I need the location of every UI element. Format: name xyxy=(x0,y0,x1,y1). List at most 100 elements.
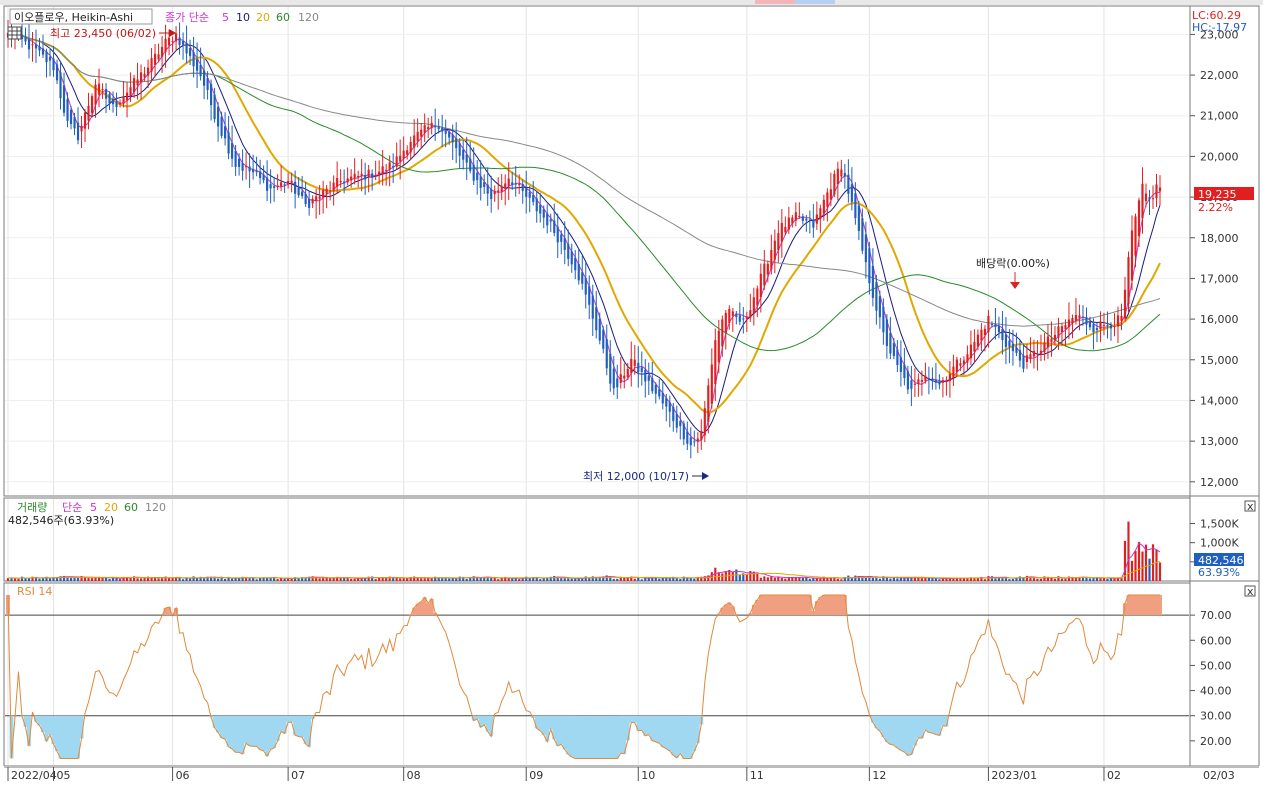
volume-bar xyxy=(301,577,304,581)
volume-bar xyxy=(637,577,640,581)
volume-bar xyxy=(1015,577,1018,581)
volume-bar xyxy=(297,577,300,581)
candle xyxy=(973,329,976,364)
x-tick-label: 07 xyxy=(291,769,305,782)
volume-bar xyxy=(973,577,976,581)
candle xyxy=(392,153,395,183)
candle xyxy=(654,382,657,404)
low-annotation: 최저 12,000 (10/17) xyxy=(583,470,689,483)
candle xyxy=(731,307,734,332)
volume-bar xyxy=(619,577,622,581)
candles xyxy=(6,16,1162,459)
candle xyxy=(742,307,745,334)
volume-bar xyxy=(931,578,934,581)
candle xyxy=(455,122,458,164)
volume-bar xyxy=(206,576,209,581)
volume-bar xyxy=(693,578,696,581)
volume-bar xyxy=(518,579,521,581)
volume-ma-line-20 xyxy=(7,561,1161,579)
candle xyxy=(794,202,797,227)
candle xyxy=(31,32,34,62)
candle xyxy=(224,112,227,146)
rsi-legend-name[interactable]: RSI 14 xyxy=(17,585,52,598)
volume-bar xyxy=(917,577,920,581)
candle xyxy=(546,204,549,234)
volume-bar xyxy=(871,577,874,581)
volume-bar xyxy=(392,577,395,581)
volume-bar xyxy=(174,577,178,581)
candle xyxy=(1011,329,1015,366)
candle xyxy=(763,249,766,290)
candle xyxy=(287,172,290,189)
rsi-tick-label: 40.00 xyxy=(1200,685,1232,698)
candle xyxy=(164,24,167,68)
x-tick-label: 06 xyxy=(176,769,190,782)
volume-bar xyxy=(262,577,265,581)
candle xyxy=(759,263,762,313)
volume-tick-label: 1,000K xyxy=(1200,537,1239,550)
volume-bar xyxy=(1039,578,1043,581)
candle xyxy=(525,170,528,214)
volume-bar xyxy=(111,577,115,581)
current-volume-pct: 63.93% xyxy=(1198,566,1240,579)
volume-bar xyxy=(798,577,801,581)
price-tick-label: 12,000 xyxy=(1200,476,1239,489)
volume-bar xyxy=(472,576,475,581)
low-arrow-icon xyxy=(692,472,709,480)
volume-panel-close-icon[interactable]: x xyxy=(1244,500,1256,513)
candle xyxy=(238,153,241,176)
volume-bar xyxy=(616,578,619,581)
volume-bar xyxy=(994,578,997,581)
volume-bar xyxy=(700,576,703,581)
volume-bar xyxy=(654,577,657,581)
candle xyxy=(357,170,360,188)
candle xyxy=(308,190,311,216)
candle xyxy=(976,329,980,351)
candle xyxy=(987,309,990,348)
candle xyxy=(34,29,38,63)
volume-bar xyxy=(882,576,885,581)
candle xyxy=(924,362,927,384)
candle xyxy=(234,144,237,176)
volume-bar xyxy=(563,578,566,581)
volume-bar xyxy=(24,578,27,581)
volume-bar xyxy=(238,578,241,581)
rsi-tick-label: 70.00 xyxy=(1200,609,1232,622)
volume-bar xyxy=(1011,578,1015,581)
volume-bar xyxy=(1155,549,1158,581)
volume-bar xyxy=(444,578,447,581)
volume-bar xyxy=(252,577,255,581)
volume-bar xyxy=(672,576,675,581)
volume-ma-120: 120 xyxy=(145,501,166,514)
volume-bar xyxy=(1001,577,1004,581)
price-ma-20: 20 xyxy=(256,11,270,24)
volume-legend[interactable]: 거래량 단순 5 20 60 120 482,546주(63.93%) xyxy=(8,501,166,527)
candle xyxy=(819,204,822,233)
candle xyxy=(644,359,647,398)
volume-bar xyxy=(819,578,822,581)
volume-bar xyxy=(801,577,804,581)
candle xyxy=(146,59,150,89)
candle xyxy=(206,71,209,100)
candle xyxy=(252,154,255,180)
volume-bar xyxy=(850,578,853,581)
candle xyxy=(756,285,759,318)
candle xyxy=(241,149,244,181)
rsi-panel-close-icon[interactable]: x xyxy=(1244,585,1256,598)
price-panel[interactable] xyxy=(3,5,1191,497)
candle xyxy=(920,370,923,396)
volume-ma-prefix: 단순 xyxy=(62,501,82,514)
candle xyxy=(318,185,321,215)
candle xyxy=(402,136,405,166)
candle xyxy=(595,290,598,339)
grid-icon[interactable] xyxy=(7,26,22,40)
candle xyxy=(1102,312,1106,336)
candle xyxy=(1043,332,1046,361)
candle xyxy=(336,161,339,194)
price-ma-line-10 xyxy=(7,32,1161,434)
volume-bar xyxy=(633,578,636,581)
volume-panel[interactable] xyxy=(3,497,1191,582)
price-legend[interactable]: 이오플로우, Heikin-Ashi 종가 단순 5 10 20 60 120 xyxy=(9,8,319,25)
volume-bar xyxy=(1088,578,1092,581)
